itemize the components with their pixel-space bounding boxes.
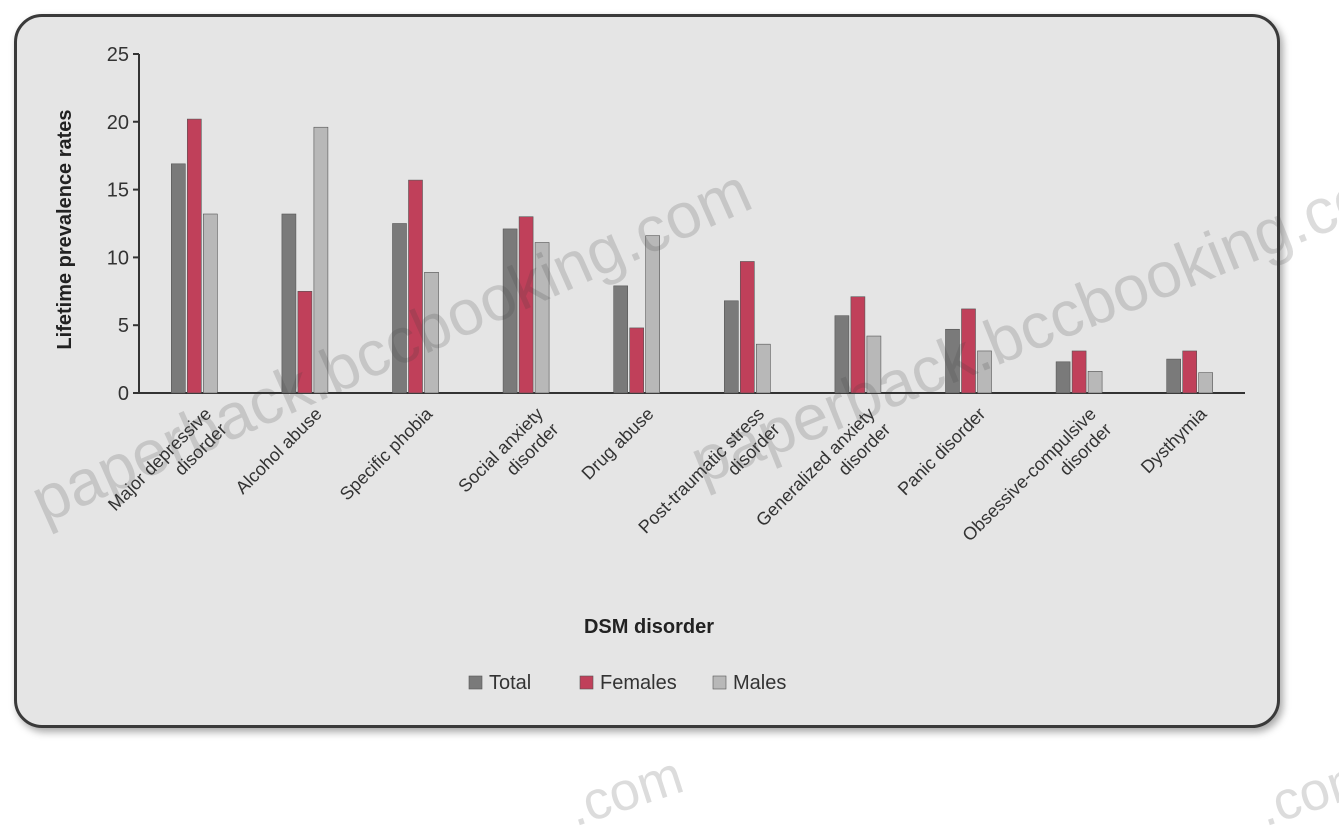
- x-tick-label: Social anxietydisorder: [454, 404, 562, 512]
- bar-females: [850, 296, 866, 394]
- bar-males: [977, 350, 992, 394]
- x-tick-label: Drug abuse: [578, 404, 658, 484]
- legend-label-total: Total: [489, 672, 531, 694]
- bar-total: [834, 315, 850, 394]
- x-tick-label: Dysthymia: [1137, 403, 1211, 477]
- y-tick-label: 5: [118, 315, 129, 337]
- x-tick-label: Post-traumatic stressdisorder: [634, 404, 783, 553]
- bar-total: [1055, 361, 1071, 394]
- chart-svg: 0 5 10 15 20 25 Lifetime prevalence rates Major…: [54, 44, 1245, 694]
- bar-males: [313, 126, 329, 394]
- bar-females: [1071, 350, 1087, 394]
- bar-total: [392, 223, 407, 394]
- chart-card: 0 5 10 15 20 25 Lifetime prevalence rates Major…: [14, 14, 1280, 728]
- y-tick-label: 20: [107, 112, 129, 134]
- bar-total: [945, 328, 960, 394]
- x-tick-label: Alcohol abuse: [232, 404, 326, 498]
- bar-females: [961, 308, 976, 394]
- y-axis-label: Lifetime prevalence rates: [54, 109, 76, 349]
- bar-females: [297, 290, 313, 394]
- bar-total: [171, 163, 186, 394]
- bar-males: [203, 213, 218, 394]
- legend-swatch-total: [468, 675, 483, 690]
- x-tick-label-line: Panic disorder: [894, 404, 990, 500]
- bar-males: [866, 335, 882, 394]
- x-tick-label-line: Dysthymia: [1137, 403, 1211, 477]
- bar-females: [1182, 350, 1197, 394]
- bar-total: [723, 300, 739, 394]
- legend-swatch-females: [579, 675, 594, 690]
- y-tick-label: 25: [107, 44, 129, 66]
- y-tick-label: 15: [107, 180, 129, 202]
- bar-males: [1198, 372, 1213, 394]
- legend-label-males: Males: [733, 672, 786, 694]
- x-tick-label: Major depressivedisorder: [104, 404, 231, 531]
- bar-males: [1087, 371, 1103, 394]
- bar-females: [739, 261, 755, 394]
- bar-total: [613, 285, 629, 394]
- bar-females: [518, 216, 534, 394]
- x-axis-label: DSM disorder: [584, 616, 714, 638]
- legend-swatch-males: [712, 675, 727, 690]
- bar-males: [755, 343, 771, 394]
- x-tick-label: Obsessive-compulsivedisorder: [958, 404, 1115, 561]
- bar-total: [502, 228, 518, 394]
- y-tick-label: 10: [107, 247, 129, 269]
- bar-total: [281, 213, 297, 394]
- bar-total: [1166, 358, 1181, 394]
- bar-females: [408, 179, 423, 394]
- watermark-text: .com: [1250, 744, 1339, 839]
- bar-females: [187, 118, 202, 394]
- bar-males: [534, 242, 550, 394]
- x-tick-label-line: Specific phobia: [336, 403, 437, 504]
- bar-males: [645, 235, 661, 394]
- y-tick-label: 0: [118, 383, 129, 405]
- x-tick-label-line: Drug abuse: [578, 404, 658, 484]
- bar-males: [424, 272, 439, 394]
- x-tick-label: Specific phobia: [336, 403, 437, 504]
- x-tick-label-line: Alcohol abuse: [232, 404, 326, 498]
- watermark-text: .com: [560, 744, 691, 839]
- x-tick-label: Panic disorder: [894, 404, 990, 500]
- x-tick-label-line: Post-traumatic stress: [634, 404, 768, 538]
- bar-females: [629, 327, 645, 394]
- legend-label-females: Females: [600, 672, 677, 694]
